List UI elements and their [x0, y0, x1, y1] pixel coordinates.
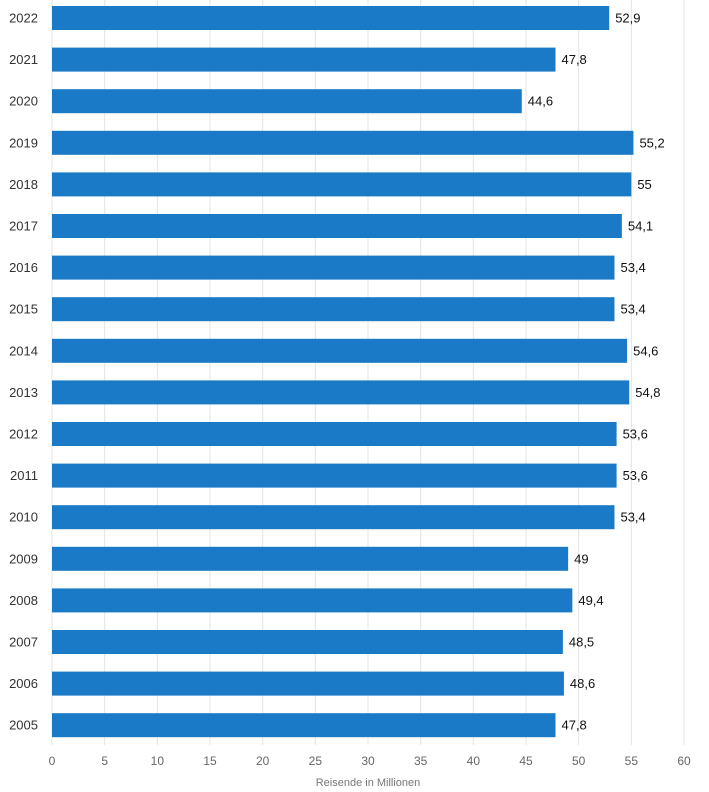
- data-label: 53,6: [623, 427, 648, 442]
- x-tick-label: 25: [309, 754, 323, 768]
- data-label: 53,4: [620, 302, 645, 317]
- bar: [52, 130, 634, 155]
- bar: [52, 255, 615, 280]
- data-label: 54,6: [633, 343, 658, 358]
- data-label: 55: [637, 177, 651, 192]
- bar: [52, 671, 564, 696]
- bar: [52, 214, 622, 238]
- x-tick-label: 15: [203, 754, 217, 768]
- category-label: 2015: [9, 302, 38, 317]
- bars: [52, 6, 634, 738]
- data-label: 54,1: [628, 219, 653, 234]
- category-label: 2014: [9, 343, 38, 358]
- bar: [52, 505, 615, 530]
- category-label: 2017: [9, 219, 38, 234]
- bar: [52, 6, 610, 30]
- category-label: 2013: [9, 385, 38, 400]
- category-labels: 2022 2021 2020 2019 2018 2017 2016 2015 2014 2013…: [9, 11, 38, 733]
- data-label: 48,5: [569, 635, 594, 650]
- x-tick-label: 55: [625, 754, 639, 768]
- category-label: 2010: [9, 510, 38, 525]
- bar: [52, 47, 556, 72]
- data-label: 47,8: [561, 718, 586, 733]
- category-label: 2006: [9, 676, 38, 691]
- x-tick-label: 45: [519, 754, 533, 768]
- category-label: 2020: [9, 94, 38, 109]
- data-labels: 52,9 47,8 44,6 55,2 55 54,1 53,4 53,4 54,6 54,8 53…: [528, 11, 665, 733]
- bar: [52, 713, 556, 738]
- data-label: 53,4: [620, 260, 645, 275]
- data-label: 53,4: [620, 510, 645, 525]
- category-label: 2018: [9, 177, 38, 192]
- x-tick-label: 0: [49, 754, 56, 768]
- bar: [52, 546, 569, 571]
- data-label: 54,8: [635, 385, 660, 400]
- category-label: 2009: [9, 551, 38, 566]
- bar: [52, 297, 615, 322]
- data-label: 44,6: [528, 94, 553, 109]
- x-tick-label: 50: [572, 754, 586, 768]
- x-tick-labels: 0 5 10 15 20 25 30 35 40 45 50 55 60: [49, 754, 691, 768]
- data-label: 48,6: [570, 676, 595, 691]
- data-label: 55,2: [639, 135, 664, 150]
- category-label: 2008: [9, 593, 38, 608]
- bar: [52, 172, 632, 197]
- data-label: 47,8: [561, 52, 586, 67]
- bar: [52, 380, 630, 405]
- category-label: 2022: [9, 11, 38, 26]
- bar: [52, 588, 573, 613]
- category-label: 2007: [9, 635, 38, 650]
- x-tick-label: 5: [101, 754, 108, 768]
- gridlines: [51, 0, 685, 745]
- x-tick-label: 10: [151, 754, 165, 768]
- bar: [52, 89, 522, 114]
- category-label: 2019: [9, 135, 38, 150]
- category-label: 2005: [9, 718, 38, 733]
- data-label: 53,6: [623, 468, 648, 483]
- category-label: 2011: [10, 468, 38, 483]
- data-label: 52,9: [615, 11, 640, 26]
- category-label: 2021: [9, 52, 38, 67]
- category-label: 2016: [9, 260, 38, 275]
- x-tick-label: 20: [256, 754, 270, 768]
- x-tick-label: 40: [467, 754, 481, 768]
- bar: [52, 338, 628, 363]
- category-label: 2012: [9, 427, 38, 442]
- bar: [52, 463, 617, 488]
- data-label: 49,4: [578, 593, 603, 608]
- x-tick-label: 35: [414, 754, 428, 768]
- bar: [52, 630, 563, 654]
- x-tick-label: 60: [677, 754, 691, 768]
- x-tick-label: 30: [361, 754, 375, 768]
- bar: [52, 422, 617, 446]
- x-axis-title: Reisende in Millionen: [316, 777, 421, 789]
- data-label: 49: [574, 551, 588, 566]
